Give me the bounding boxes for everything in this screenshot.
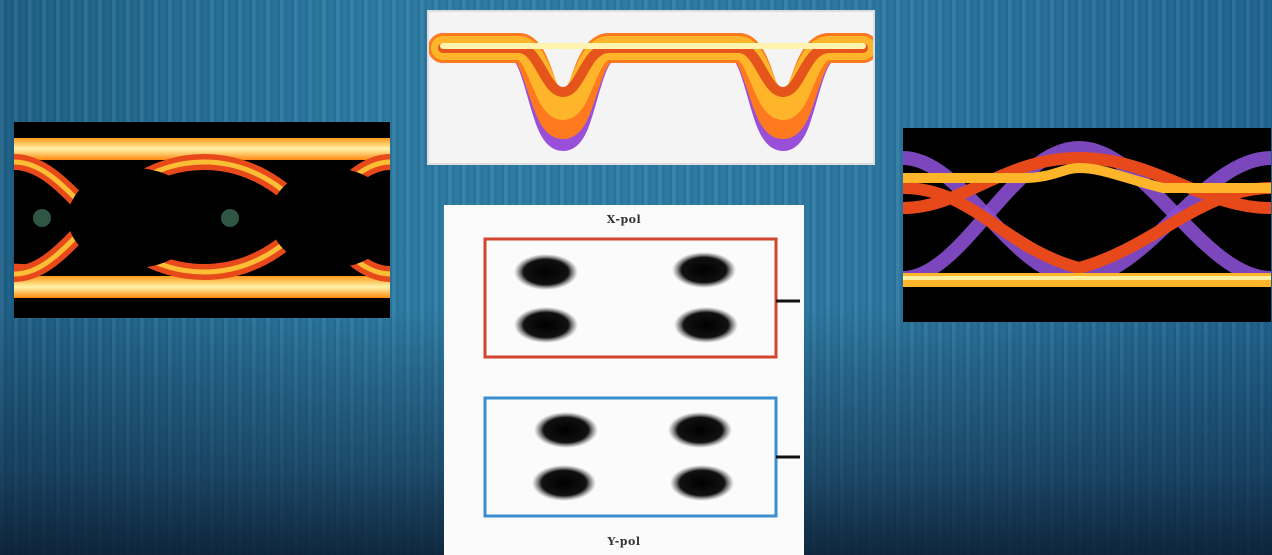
constellation-label-bottom: Y-pol: [607, 535, 641, 548]
y-pol-symbol: [534, 412, 598, 448]
waveform-panel-top: [427, 10, 875, 165]
constellation-panel: X-pol Y-pol: [444, 205, 804, 555]
y-pol-box: [483, 396, 778, 518]
constellation-label-top: X-pol: [606, 213, 642, 226]
x-pol-symbol: [514, 254, 578, 290]
eye-diagram-left: [14, 122, 390, 318]
waveform-plot: [429, 12, 873, 163]
constellation-plot: [483, 237, 800, 518]
eye-diagram-left-plot: [14, 122, 390, 318]
y-pol-symbol: [670, 465, 734, 501]
x-pol-symbol: [672, 252, 736, 288]
x-pol-symbol: [674, 307, 738, 343]
eye-diagram-right-plot: [903, 128, 1271, 322]
x-pol-box: [483, 237, 778, 359]
x-pol-symbol: [514, 307, 578, 343]
y-pol-symbol: [668, 412, 732, 448]
eye-diagram-right: [903, 128, 1271, 322]
y-pol-symbol: [532, 465, 596, 501]
